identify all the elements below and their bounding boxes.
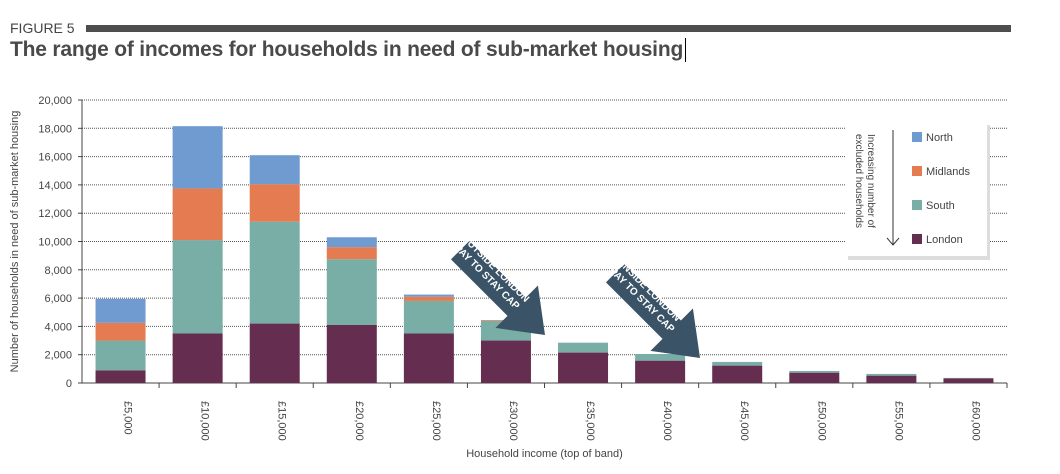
bar-north — [326, 237, 377, 248]
chart-title-text: The range of incomes for households in n… — [10, 38, 684, 61]
y-tick-label: 18,000 — [38, 123, 72, 135]
legend-label-south: South — [926, 200, 955, 212]
y-tick-label: 10,000 — [38, 237, 72, 249]
bar-south — [95, 340, 146, 371]
x-tick-label: £45,000 — [738, 401, 750, 441]
x-tick-label: £15,000 — [276, 401, 288, 441]
x-axis-label: Household income (top of band) — [466, 448, 623, 460]
bar-london — [403, 333, 454, 383]
y-tick-label: 6,000 — [44, 293, 72, 305]
x-tick-label: £50,000 — [815, 401, 827, 441]
legend-label-north: North — [926, 132, 953, 144]
bar-midlands — [172, 188, 223, 241]
bar-north — [172, 126, 223, 189]
bar-london — [635, 360, 686, 383]
bar-north — [403, 294, 454, 297]
bar-south — [712, 361, 763, 366]
bar-london — [172, 333, 223, 383]
legend-box — [845, 122, 987, 256]
y-tick-label: 16,000 — [38, 152, 72, 164]
x-tick-label: £40,000 — [661, 401, 673, 441]
legend-label-london: London — [926, 234, 963, 246]
bar-south — [866, 373, 917, 376]
bar-south — [326, 259, 377, 325]
text-cursor — [685, 38, 687, 63]
x-tick-label: £35,000 — [584, 401, 596, 441]
bar-london — [789, 372, 840, 383]
x-tick-label: £30,000 — [507, 401, 519, 441]
figure-label: FIGURE 5 — [10, 20, 75, 36]
y-axis-label: Number of households in need of sub-mark… — [9, 111, 21, 373]
bar-london — [95, 370, 146, 383]
x-tick-label: £10,000 — [199, 401, 211, 441]
legend-arrowhead-icon — [886, 237, 900, 246]
y-tick-label: 2,000 — [44, 350, 72, 362]
arrow-shape — [605, 263, 700, 358]
bar-london — [249, 323, 300, 383]
y-tick-label: 12,000 — [38, 208, 72, 220]
bar-london — [943, 378, 994, 383]
legend-label-midlands: Midlands — [926, 166, 971, 178]
header-rule — [86, 25, 1011, 32]
legend-swatch-london — [912, 234, 922, 244]
y-tick-label: 20,000 — [38, 95, 72, 107]
bar-south — [403, 300, 454, 334]
legend-note-line1: Increasing number of — [865, 134, 876, 228]
bar-london — [866, 375, 917, 383]
x-tick-label: £55,000 — [892, 401, 904, 441]
bar-south — [635, 353, 686, 361]
legend-note-line2: excluded households — [853, 134, 864, 228]
bar-south — [558, 342, 609, 353]
x-tick-label: £5,000 — [122, 401, 134, 435]
legend-swatch-north — [912, 132, 922, 142]
y-tick-label: 14,000 — [38, 180, 72, 192]
legend-swatch-south — [912, 200, 922, 210]
bar-midlands — [95, 322, 146, 341]
bar-london — [480, 340, 531, 383]
x-tick-label: £20,000 — [353, 401, 365, 441]
legend-swatch-midlands — [912, 166, 922, 176]
bar-london — [326, 324, 377, 383]
bar-north — [95, 298, 146, 323]
y-tick-label: 0 — [66, 378, 72, 390]
bar-north — [249, 155, 300, 185]
bar-south — [249, 221, 300, 324]
bar-london — [712, 365, 763, 383]
bar-london — [558, 352, 609, 383]
bar-midlands — [326, 247, 377, 260]
bar-south — [789, 370, 840, 373]
arrow-shape — [450, 240, 545, 335]
y-tick-label: 4,000 — [44, 321, 72, 333]
bar-midlands — [403, 296, 454, 301]
y-tick-label: 8,000 — [44, 265, 72, 277]
bar-south — [172, 240, 223, 334]
chart-title: The range of incomes for households in n… — [10, 38, 687, 63]
x-tick-label: £60,000 — [969, 401, 981, 441]
x-tick-label: £25,000 — [430, 401, 442, 441]
bar-midlands — [249, 184, 300, 222]
